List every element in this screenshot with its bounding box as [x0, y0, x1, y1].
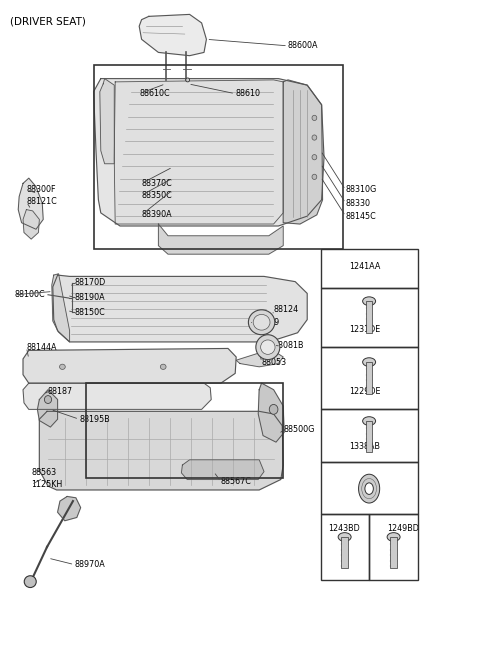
Polygon shape: [181, 460, 264, 479]
Ellipse shape: [186, 78, 190, 82]
Ellipse shape: [363, 417, 376, 425]
Polygon shape: [158, 224, 283, 254]
Polygon shape: [114, 80, 283, 224]
Ellipse shape: [387, 533, 400, 541]
Ellipse shape: [249, 310, 275, 335]
Bar: [366, 301, 372, 333]
Text: 88144A: 88144A: [26, 343, 57, 352]
Ellipse shape: [44, 396, 52, 403]
Polygon shape: [23, 348, 236, 383]
Text: 88124: 88124: [274, 305, 299, 314]
Ellipse shape: [261, 340, 275, 354]
Ellipse shape: [256, 335, 280, 360]
Ellipse shape: [365, 483, 373, 495]
Text: 1249BD: 1249BD: [387, 524, 419, 533]
Ellipse shape: [338, 533, 351, 541]
Text: 88610C: 88610C: [139, 89, 170, 98]
Text: 88563: 88563: [31, 468, 56, 477]
Polygon shape: [100, 79, 114, 164]
Polygon shape: [23, 383, 211, 409]
Text: 88100C: 88100C: [14, 290, 45, 299]
Text: 88370C: 88370C: [142, 179, 172, 188]
Bar: [366, 362, 372, 394]
Text: 88390A: 88390A: [142, 210, 172, 219]
Bar: [321, 249, 418, 288]
Ellipse shape: [269, 404, 278, 415]
Text: 1125KH: 1125KH: [31, 480, 62, 489]
Text: 1241AA: 1241AA: [349, 262, 381, 271]
Text: 88187: 88187: [48, 387, 73, 396]
Text: 88145C: 88145C: [346, 212, 376, 221]
Text: 88500G: 88500G: [283, 424, 314, 434]
Polygon shape: [283, 80, 323, 224]
Polygon shape: [258, 383, 284, 442]
Text: 88350C: 88350C: [142, 191, 172, 200]
Bar: [366, 421, 372, 453]
Ellipse shape: [312, 115, 317, 121]
Bar: [390, 537, 397, 569]
Polygon shape: [58, 496, 81, 521]
Bar: [321, 288, 418, 347]
Bar: [86, 383, 283, 478]
Text: 88059: 88059: [254, 318, 280, 328]
Text: 88150C: 88150C: [74, 308, 105, 317]
Text: 88053: 88053: [262, 358, 287, 367]
Text: 1231DE: 1231DE: [349, 325, 381, 334]
Bar: [94, 66, 343, 249]
Text: 88610: 88610: [235, 89, 260, 98]
Bar: [321, 514, 369, 580]
Ellipse shape: [253, 314, 270, 330]
Polygon shape: [236, 352, 283, 367]
Text: 88310G: 88310G: [346, 185, 377, 195]
Polygon shape: [39, 411, 283, 490]
Bar: [321, 462, 418, 514]
Ellipse shape: [24, 576, 36, 588]
Text: 1229DE: 1229DE: [349, 386, 381, 396]
Bar: [321, 347, 418, 409]
Text: 88121C: 88121C: [26, 197, 57, 206]
Ellipse shape: [312, 174, 317, 179]
Polygon shape: [23, 210, 39, 239]
Polygon shape: [52, 274, 70, 342]
Polygon shape: [94, 79, 324, 226]
Text: 88081B: 88081B: [274, 341, 304, 350]
Text: 88300F: 88300F: [26, 185, 56, 195]
Bar: [321, 409, 418, 462]
Ellipse shape: [160, 364, 166, 369]
Polygon shape: [53, 275, 307, 342]
Bar: [369, 514, 418, 580]
Text: 88170D: 88170D: [74, 278, 106, 288]
Ellipse shape: [60, 364, 65, 369]
Text: 1338AB: 1338AB: [349, 442, 380, 451]
Ellipse shape: [312, 155, 317, 160]
Polygon shape: [18, 178, 43, 229]
Text: 88330: 88330: [346, 198, 371, 208]
Text: (DRIVER SEAT): (DRIVER SEAT): [10, 16, 85, 26]
Ellipse shape: [363, 358, 376, 366]
Ellipse shape: [359, 474, 380, 503]
Ellipse shape: [363, 297, 376, 305]
Polygon shape: [139, 14, 206, 56]
Bar: [341, 537, 348, 569]
Text: 88190A: 88190A: [74, 293, 105, 302]
Text: 88195B: 88195B: [79, 415, 110, 424]
Text: 88970A: 88970A: [74, 560, 105, 569]
Polygon shape: [37, 390, 58, 427]
Ellipse shape: [312, 135, 317, 140]
Text: 88600A: 88600A: [288, 41, 319, 50]
Text: 1243BD: 1243BD: [328, 524, 360, 533]
Text: 88567C: 88567C: [221, 477, 252, 486]
